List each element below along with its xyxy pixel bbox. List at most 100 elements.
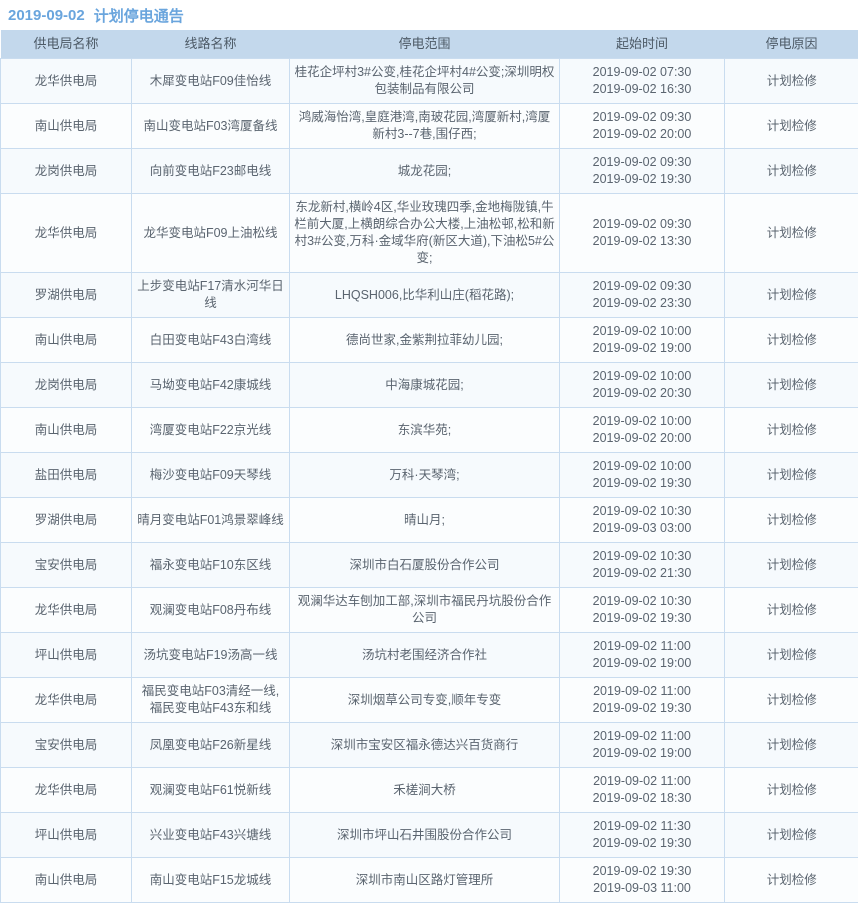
time-start: 2019-09-02 10:00 (564, 458, 720, 475)
cell-line: 福永变电站F10东区线 (132, 543, 290, 588)
cell-scope: 深圳市南山区路灯管理所 (290, 858, 560, 903)
column-header-time: 起始时间 (560, 30, 725, 59)
cell-line: 兴业变电站F43兴塘线 (132, 813, 290, 858)
cell-bureau: 宝安供电局 (1, 543, 132, 588)
cell-line: 福民变电站F03清经一线,福民变电站F43东和线 (132, 678, 290, 723)
time-start: 2019-09-02 09:30 (564, 216, 720, 233)
cell-line: 龙华变电站F09上油松线 (132, 194, 290, 273)
cell-line: 梅沙变电站F09天琴线 (132, 453, 290, 498)
cell-scope: 深圳市白石厦股份合作公司 (290, 543, 560, 588)
cell-bureau: 南山供电局 (1, 408, 132, 453)
time-end: 2019-09-02 19:30 (564, 610, 720, 627)
cell-scope: 城龙花园; (290, 149, 560, 194)
time-end: 2019-09-02 19:30 (564, 171, 720, 188)
cell-scope: LHQSH006,比华利山庄(稻花路); (290, 273, 560, 318)
cell-reason: 计划检修 (725, 194, 858, 273)
time-start: 2019-09-02 11:00 (564, 683, 720, 700)
cell-line: 湾厦变电站F22京光线 (132, 408, 290, 453)
time-start: 2019-09-02 11:00 (564, 638, 720, 655)
cell-reason: 计划检修 (725, 498, 858, 543)
cell-scope: 桂花企坪村3#公变,桂花企坪村4#公变;深圳明权包装制品有限公司 (290, 59, 560, 104)
time-start: 2019-09-02 09:30 (564, 154, 720, 171)
cell-line: 上步变电站F17清水河华日线 (132, 273, 290, 318)
cell-scope: 深圳烟草公司专变,顺年专变 (290, 678, 560, 723)
time-end: 2019-09-02 13:30 (564, 233, 720, 250)
time-start: 2019-09-02 11:30 (564, 818, 720, 835)
time-end: 2019-09-02 16:30 (564, 81, 720, 98)
time-end: 2019-09-03 11:00 (564, 880, 720, 897)
cell-bureau: 龙华供电局 (1, 194, 132, 273)
cell-scope: 深圳市坪山石井围股份合作公司 (290, 813, 560, 858)
cell-line: 向前变电站F23邮电线 (132, 149, 290, 194)
cell-reason: 计划检修 (725, 273, 858, 318)
cell-bureau: 南山供电局 (1, 104, 132, 149)
time-end: 2019-09-02 19:00 (564, 340, 720, 357)
cell-scope: 鸿威海怡湾,皇庭港湾,南玻花园,湾厦新村,湾厦新村3--7巷,围仔西; (290, 104, 560, 149)
cell-bureau: 南山供电局 (1, 858, 132, 903)
cell-bureau: 盐田供电局 (1, 453, 132, 498)
table-row: 龙华供电局福民变电站F03清经一线,福民变电站F43东和线深圳烟草公司专变,顺年… (1, 678, 858, 723)
cell-bureau: 龙岗供电局 (1, 363, 132, 408)
cell-bureau: 龙华供电局 (1, 588, 132, 633)
cell-scope: 晴山月; (290, 498, 560, 543)
cell-reason: 计划检修 (725, 633, 858, 678)
time-end: 2019-09-02 21:30 (564, 565, 720, 582)
cell-reason: 计划检修 (725, 318, 858, 363)
notice-date: 2019-09-02 (8, 7, 85, 24)
time-start: 2019-09-02 10:00 (564, 368, 720, 385)
cell-bureau: 罗湖供电局 (1, 498, 132, 543)
cell-reason: 计划检修 (725, 453, 858, 498)
cell-scope: 东滨华苑; (290, 408, 560, 453)
cell-reason: 计划检修 (725, 408, 858, 453)
cell-reason: 计划检修 (725, 768, 858, 813)
time-end: 2019-09-02 19:30 (564, 700, 720, 717)
cell-bureau: 坪山供电局 (1, 813, 132, 858)
time-start: 2019-09-02 09:30 (564, 109, 720, 126)
cell-scope: 德尚世家,金紫荆拉菲幼儿园; (290, 318, 560, 363)
cell-reason: 计划检修 (725, 813, 858, 858)
time-start: 2019-09-02 10:30 (564, 503, 720, 520)
cell-line: 木犀变电站F09佳怡线 (132, 59, 290, 104)
table-body: 龙华供电局木犀变电站F09佳怡线桂花企坪村3#公变,桂花企坪村4#公变;深圳明权… (1, 59, 858, 903)
cell-line: 观澜变电站F08丹布线 (132, 588, 290, 633)
cell-bureau: 龙华供电局 (1, 59, 132, 104)
table-row: 龙华供电局木犀变电站F09佳怡线桂花企坪村3#公变,桂花企坪村4#公变;深圳明权… (1, 59, 858, 104)
time-end: 2019-09-02 19:30 (564, 835, 720, 852)
time-end: 2019-09-02 20:00 (564, 430, 720, 447)
time-start: 2019-09-02 11:00 (564, 773, 720, 790)
time-end: 2019-09-02 20:00 (564, 126, 720, 143)
cell-scope: 中海康城花园; (290, 363, 560, 408)
cell-reason: 计划检修 (725, 723, 858, 768)
time-end: 2019-09-02 18:30 (564, 790, 720, 807)
time-start: 2019-09-02 10:30 (564, 548, 720, 565)
cell-line: 汤坑变电站F19汤高一线 (132, 633, 290, 678)
table-row: 龙华供电局龙华变电站F09上油松线东龙新村,横岭4区,华业玫瑰四季,金地梅陇镇,… (1, 194, 858, 273)
time-end: 2019-09-02 20:30 (564, 385, 720, 402)
cell-reason: 计划检修 (725, 678, 858, 723)
time-start: 2019-09-02 10:00 (564, 413, 720, 430)
table-row: 南山供电局南山变电站F03湾厦备线鸿威海怡湾,皇庭港湾,南玻花园,湾厦新村,湾厦… (1, 104, 858, 149)
table-row: 南山供电局白田变电站F43白湾线德尚世家,金紫荆拉菲幼儿园;2019-09-02… (1, 318, 858, 363)
cell-bureau: 南山供电局 (1, 318, 132, 363)
